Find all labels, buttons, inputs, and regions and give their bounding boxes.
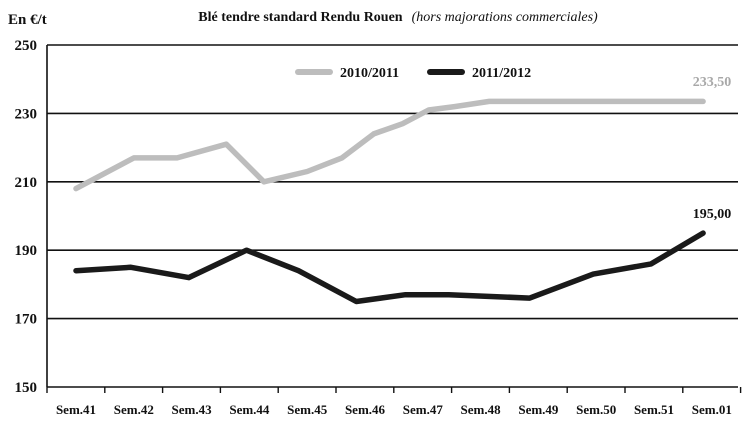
y-axis-ticks: 250 230 210 190 170 150: [15, 38, 38, 396]
series-line-1: [73, 230, 706, 305]
x-tick-label: Sem.41: [56, 402, 96, 417]
grid-lines: [46, 44, 738, 388]
x-tick-label: Sem.47: [403, 402, 444, 417]
y-tick-label: 230: [15, 106, 38, 122]
legend-label-1: 2011/2012: [472, 66, 531, 81]
y-axis-unit-label: En €/t: [8, 12, 47, 28]
chart-title: Blé tendre standard Rendu Rouen (hors ma…: [198, 8, 598, 25]
x-tick-label: Sem.42: [114, 402, 154, 417]
x-tick-label: Sem.46: [345, 402, 386, 417]
y-tick-label: 150: [15, 380, 38, 396]
y-tick-label: 170: [15, 312, 38, 328]
series-lines: [73, 98, 706, 305]
series-line-0: [73, 98, 706, 192]
x-axis-ticks: Sem.41 Sem.42 Sem.43 Sem.44 Sem.45 Sem.46 Sem.…: [46, 387, 742, 417]
x-tick-label: Sem.43: [172, 402, 213, 417]
legend-label-0: 2010/2011: [340, 66, 399, 81]
x-tick-label: Sem.48: [461, 402, 502, 417]
x-tick-label: Sem.44: [229, 402, 270, 417]
x-tick-label: Sem.45: [287, 402, 328, 417]
chart-title-main: Blé tendre standard Rendu Rouen: [198, 10, 403, 25]
y-tick-label: 250: [15, 38, 38, 54]
y-tick-label: 190: [15, 243, 38, 259]
y-tick-label: 210: [15, 175, 38, 191]
end-value-label-0: 233,50: [693, 75, 732, 90]
x-tick-label: Sem.49: [518, 402, 559, 417]
x-tick-label: Sem.50: [576, 402, 616, 417]
chart-subtitle: (hors majorations commerciales): [412, 10, 598, 25]
legend: 2010/2011 2011/2012: [295, 66, 531, 81]
x-tick-label: Sem.01: [692, 402, 732, 417]
x-tick-label: Sem.51: [634, 402, 674, 417]
data-labels: 233,50 195,00: [693, 75, 732, 222]
end-value-label-1: 195,00: [693, 207, 732, 222]
